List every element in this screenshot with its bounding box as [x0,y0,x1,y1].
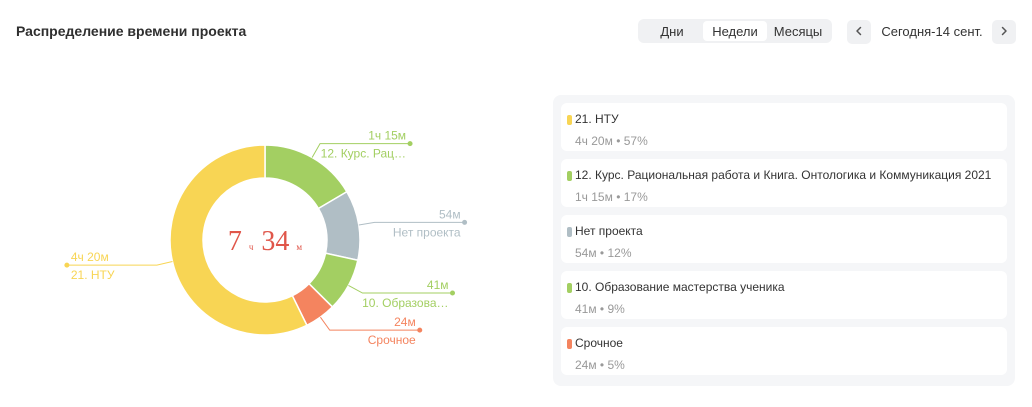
slice-name-label: Нет проекта [393,225,461,239]
period-segmented-control: Дни Недели Месяцы [638,19,832,43]
slice-name-label: 21. НТУ [71,268,115,282]
page-title: Распределение времени проекта [16,23,247,39]
slice-name-label: 12. Курс. Рац… [321,147,406,161]
legend-item-stats: 54м • 12% [575,246,632,260]
callout-dot [417,327,423,333]
legend-panel: 21. НТУ 4ч 20м • 57% 12. Курс. Рациональ… [553,95,1015,386]
legend-color-marker [567,283,572,293]
slice-time-label: 1ч 15м [368,129,406,143]
callout-dot [462,219,468,225]
callout-line [348,284,453,294]
chevron-left-icon [854,23,864,41]
chevron-right-icon [999,23,1009,41]
legend-item-stats: 4ч 20м • 57% [575,134,648,148]
total-time-label: 7 ч 34 м [228,226,303,257]
slice-time-label: 41м [427,278,449,292]
legend-color-marker [567,339,572,349]
donut-chart: 1ч 15м 12. Курс. Рац… 54м Нет проекта 41м 10.… [64,129,468,347]
legend-item[interactable]: 21. НТУ 4ч 20м • 57% [561,103,1007,151]
donut-slice[interactable] [169,144,308,336]
legend-item-name: 10. Образование мастерства ученика [575,280,785,294]
legend-item[interactable]: 12. Курс. Рациональная работа и Книга. О… [561,159,1007,207]
legend-color-marker [567,171,572,181]
total-hours-unit: ч [249,242,254,252]
total-minutes: 34 [261,226,289,257]
legend-item-name: 21. НТУ [575,112,619,126]
callout-dot [407,141,413,147]
slice-name-label: Срочное [368,333,416,347]
legend-item[interactable]: 10. Образование мастерства ученика 41м •… [561,271,1007,319]
legend-item[interactable]: Нет проекта 54м • 12% [561,215,1007,263]
legend-item-name: Нет проекта [575,224,643,238]
total-hours: 7 [228,226,242,257]
legend-item-stats: 41м • 9% [575,302,625,316]
tab-months[interactable]: Месяцы [773,23,823,39]
slice-time-label: 4ч 20м [71,250,109,264]
callout-line [358,221,465,226]
slice-name-label: 10. Образова… [362,296,448,310]
period-label: Сегодня-14 сент. [881,24,983,39]
legend-item[interactable]: Срочное 24м • 5% [561,327,1007,375]
slice-time-label: 54м [439,207,461,221]
legend-item-name: Срочное [575,336,623,350]
slice-time-label: 24м [394,315,416,329]
legend-item-stats: 1ч 15м • 17% [575,190,648,204]
callout-line [311,143,411,158]
callout-line [66,261,173,266]
tab-weeks[interactable]: Недели [703,21,767,41]
next-period-button[interactable] [992,20,1016,44]
previous-period-button[interactable] [847,20,871,44]
callout-line [320,316,420,331]
callout-dot [64,262,70,268]
total-minutes-unit: м [296,242,302,252]
legend-item-stats: 24м • 5% [575,358,625,372]
legend-item-name: 12. Курс. Рациональная работа и Книга. О… [575,168,992,182]
legend-color-marker [567,227,572,237]
tab-days[interactable]: Дни [660,23,684,39]
legend-color-marker [567,115,572,125]
callout-dot [450,290,456,296]
